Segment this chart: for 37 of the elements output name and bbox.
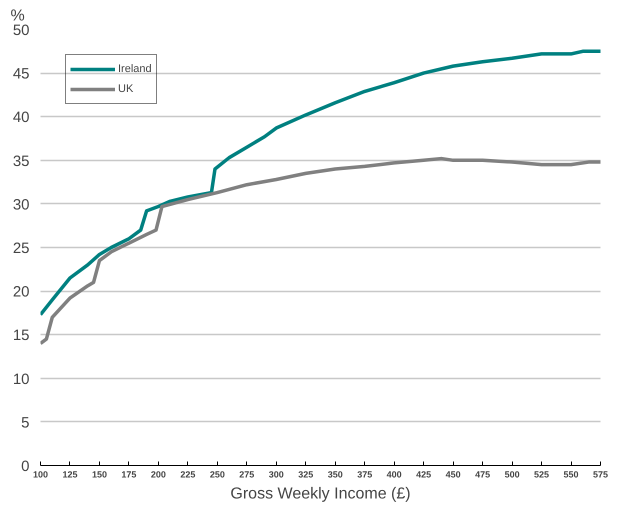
line-series (40, 156, 600, 346)
x-tick-label: 425 (416, 470, 432, 480)
legend-label: Ireland (118, 63, 152, 75)
x-tick-label: 450 (446, 470, 461, 480)
x-tick-label: 175 (121, 470, 136, 480)
y-tick-label: 15 (12, 327, 30, 344)
y-tick-label: 30 (12, 196, 30, 214)
x-tick-label: 150 (92, 470, 107, 480)
x-tick-label: 250 (210, 470, 225, 480)
x-tick-label: 375 (357, 470, 372, 480)
y-tick-label: 35 (12, 152, 30, 170)
x-tick-label: 100 (32, 470, 48, 480)
x-tick-label: 550 (564, 470, 579, 480)
x-tick-label: 575 (592, 470, 608, 480)
x-tick-label: 325 (298, 470, 314, 480)
line-series (40, 50, 600, 316)
y-tick-label: 0 (21, 458, 30, 475)
x-tick-label: 125 (62, 470, 78, 480)
x-tick-label: 400 (386, 470, 402, 480)
x-tick-label: 475 (475, 470, 490, 480)
x-tick-label: 350 (328, 470, 343, 480)
legend-label: UK (118, 83, 134, 95)
y-tick-label: 50 (12, 22, 30, 39)
x-tick-label: 200 (150, 470, 166, 480)
x-tick-label: 225 (180, 470, 196, 480)
x-tick-label: 300 (268, 470, 284, 480)
x-tick-label: 500 (504, 470, 520, 480)
x-tick-label: 525 (534, 470, 550, 480)
y-tick-label: 5 (21, 414, 30, 432)
y-tick-label: 40 (12, 109, 30, 126)
y-axis-title: % (10, 8, 25, 24)
y-tick-label: 25 (12, 240, 30, 257)
x-tick-label: 275 (239, 470, 254, 480)
y-tick-label: 10 (12, 370, 30, 388)
x-axis-title: Gross Weekly Income (£) (230, 486, 411, 502)
y-tick-label: 20 (12, 284, 30, 301)
y-tick-label: 45 (12, 66, 30, 83)
